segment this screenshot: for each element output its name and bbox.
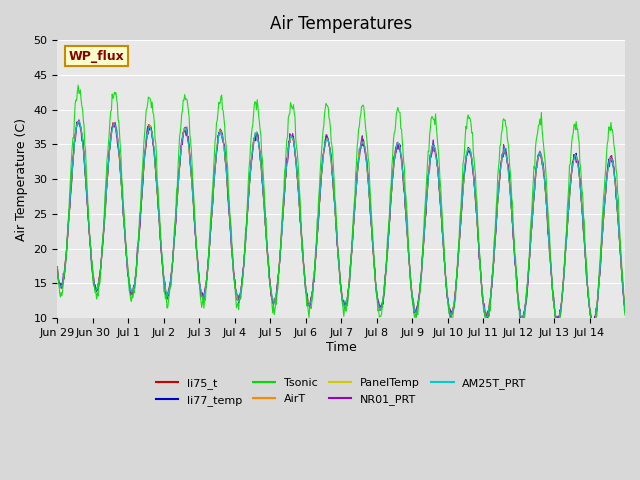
X-axis label: Time: Time	[326, 341, 356, 354]
Title: Air Temperatures: Air Temperatures	[270, 15, 412, 33]
Text: WP_flux: WP_flux	[68, 49, 125, 62]
Legend: li75_t, li77_temp, Tsonic, AirT, PanelTemp, NR01_PRT, AM25T_PRT: li75_t, li77_temp, Tsonic, AirT, PanelTe…	[151, 374, 531, 410]
Y-axis label: Air Temperature (C): Air Temperature (C)	[15, 118, 28, 240]
